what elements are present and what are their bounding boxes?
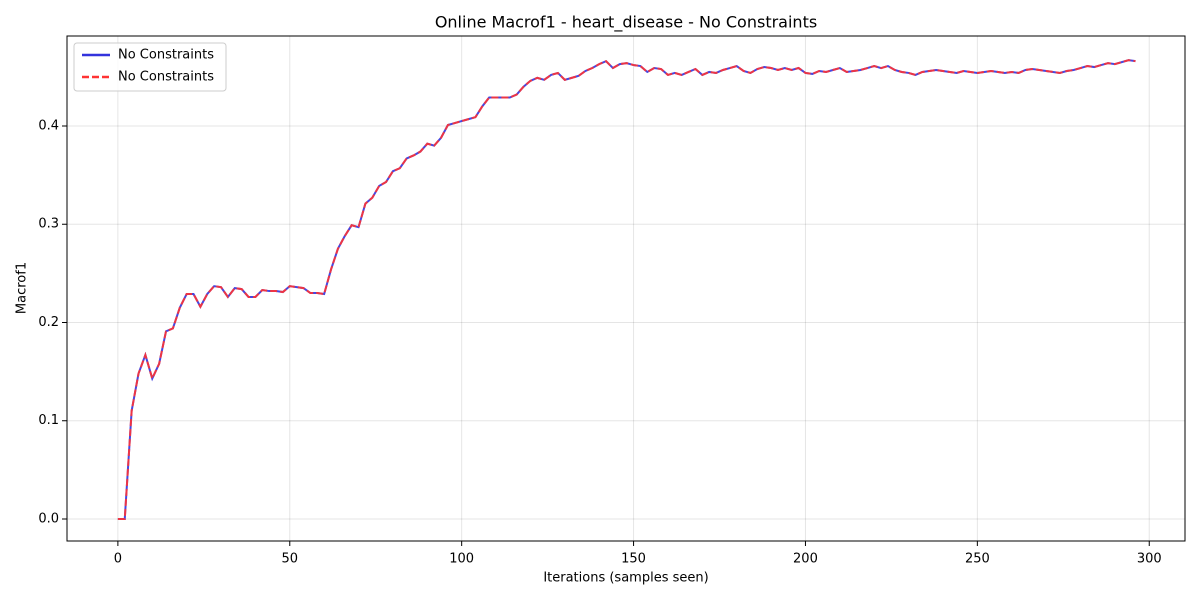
x-tick-label: 0 — [114, 552, 122, 567]
legend-box — [73, 42, 227, 92]
x-tick-label: 200 — [793, 552, 818, 567]
y-tick-label: 0.4 — [38, 118, 59, 133]
x-axis-label: Iterations (samples seen) — [543, 571, 708, 586]
x-tick-label: 50 — [282, 552, 299, 567]
y-tick-label: 0.3 — [38, 217, 59, 232]
chart-title: Online Macrof1 - heart_disease - No Cons… — [435, 13, 817, 33]
y-axis-label: Macrof1 — [15, 262, 30, 314]
x-tick-label: 300 — [1137, 552, 1162, 567]
plot-frame — [66, 35, 1186, 542]
x-tick-label: 250 — [965, 552, 990, 567]
y-tick-label: 0.1 — [38, 413, 59, 428]
legend-label: No Constraints — [118, 48, 214, 63]
line-series — [117, 59, 1136, 520]
legend-label: No Constraints — [118, 70, 214, 85]
y-tick-label: 0.0 — [38, 511, 59, 526]
x-tick-label: 100 — [449, 552, 474, 567]
y-tick-label: 0.2 — [38, 315, 59, 330]
x-tick-label: 150 — [621, 552, 646, 567]
